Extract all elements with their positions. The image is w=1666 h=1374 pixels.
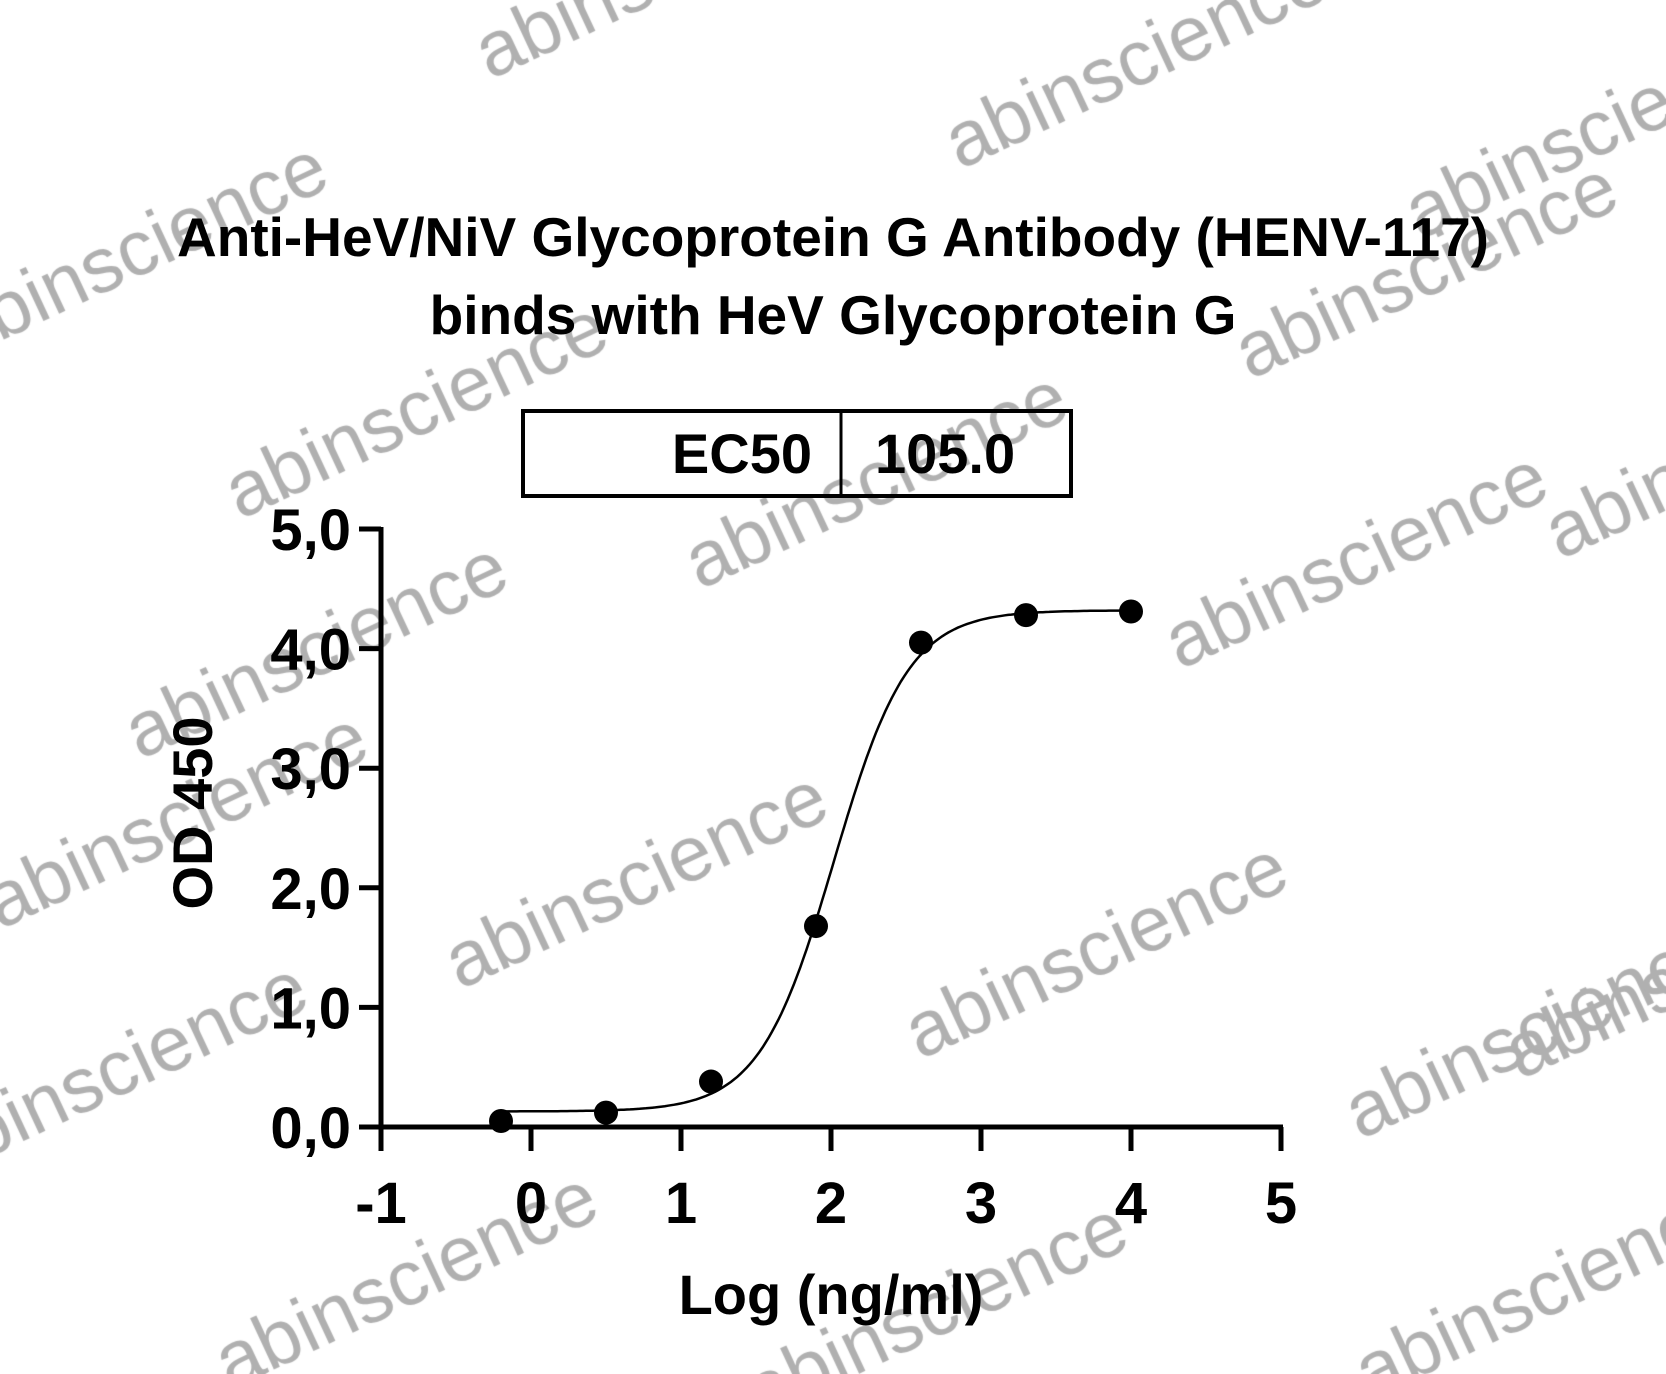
ec50-value: 105.0 bbox=[875, 422, 1015, 485]
x-tick-label: 5 bbox=[1265, 1171, 1297, 1236]
axes: 0,0 1,0 2,0 3,0 4,0 5,0 -1 0 1 2 3 4 5 bbox=[270, 498, 1297, 1236]
y-tick-label: 4,0 bbox=[270, 618, 351, 683]
ec50-table-border bbox=[521, 409, 1073, 498]
y-tick-label: 3,0 bbox=[270, 737, 351, 802]
ec50-label: EC50 bbox=[672, 422, 812, 485]
ec50-table: EC50 105.0 bbox=[521, 409, 1073, 498]
x-tick-label: 0 bbox=[515, 1171, 547, 1236]
x-tick-label: -1 bbox=[355, 1171, 407, 1236]
x-tick-label: 4 bbox=[1115, 1171, 1147, 1236]
y-tick-label: 5,0 bbox=[270, 498, 351, 563]
data-points bbox=[489, 599, 1143, 1134]
data-point bbox=[699, 1069, 723, 1094]
data-point bbox=[1119, 599, 1143, 624]
x-axis-label: Log (ng/ml) bbox=[679, 1263, 984, 1326]
data-point bbox=[594, 1100, 618, 1125]
data-point bbox=[909, 630, 933, 655]
data-point bbox=[804, 914, 828, 939]
y-axis-label: OD 450 bbox=[161, 717, 224, 910]
y-tick-label: 1,0 bbox=[270, 976, 351, 1041]
data-point bbox=[1014, 603, 1038, 628]
fit-curve bbox=[501, 609, 1131, 1113]
x-tick-label: 1 bbox=[665, 1171, 697, 1236]
data-point bbox=[489, 1109, 513, 1134]
chart-title-line-1: Anti-HeV/NiV Glycoprotein G Antibody (HE… bbox=[177, 206, 1489, 268]
x-tick-label: 2 bbox=[815, 1171, 847, 1236]
x-tick-label: 3 bbox=[965, 1171, 997, 1236]
y-tick-label: 2,0 bbox=[270, 857, 351, 922]
y-tick-label: 0,0 bbox=[270, 1096, 351, 1161]
chart-title-line-2: binds with HeV Glycoprotein G bbox=[430, 284, 1237, 346]
